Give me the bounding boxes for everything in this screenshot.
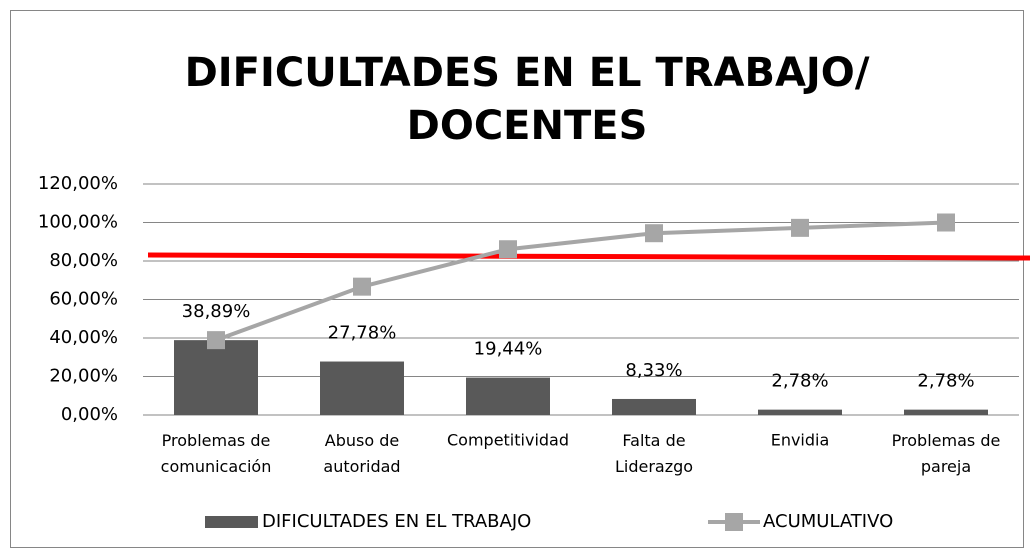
cumulative-marker: [937, 213, 955, 232]
y-tick-label: 40,00%: [49, 327, 118, 348]
data-label: 19,44%: [474, 339, 543, 360]
data-label: 38,89%: [182, 301, 251, 322]
y-tick-label: 100,00%: [38, 212, 118, 233]
cumulative-marker: [791, 218, 809, 237]
x-tick-label: Envidia: [771, 431, 830, 450]
data-label: 8,33%: [625, 360, 682, 381]
x-tick-label: Problemas de pareja: [892, 431, 1001, 476]
legend-label: DIFICULTADES EN EL TRABAJO: [262, 511, 531, 532]
y-tick-label: 60,00%: [49, 289, 118, 310]
cumulative-marker: [353, 277, 371, 296]
bar: [174, 340, 258, 415]
x-tick-label: Problemas de comunicación: [161, 431, 272, 476]
bar: [612, 398, 696, 415]
bar: [320, 361, 404, 415]
data-label: 27,78%: [328, 323, 397, 344]
cumulative-marker: [207, 331, 225, 350]
legend-label: ACUMULATIVO: [763, 511, 893, 532]
x-tick-label: Competitividad: [447, 431, 569, 450]
x-tick-label: Abuso de autoridad: [323, 431, 400, 476]
y-tick-label: 120,00%: [38, 173, 118, 194]
cumulative-marker: [645, 224, 663, 243]
y-tick-label: 20,00%: [49, 366, 118, 387]
chart-title: DIFICULTADES EN EL TRABAJO/DOCENTES: [185, 50, 870, 149]
bar: [904, 409, 988, 415]
y-tick-label: 80,00%: [49, 250, 118, 271]
y-tick-label: 0,00%: [61, 404, 118, 425]
reference-line: [147, 252, 1031, 261]
bar: [466, 377, 550, 415]
chart-border: [10, 10, 1024, 548]
data-label: 2,78%: [917, 371, 974, 392]
legend-marker: [725, 513, 743, 531]
legend-swatch: [205, 516, 258, 528]
x-tick-label: Falta de Liderazgo: [615, 431, 693, 476]
bar: [758, 409, 842, 415]
cumulative-line: [215, 220, 947, 343]
cumulative-marker: [499, 240, 517, 259]
data-label: 2,78%: [771, 371, 828, 392]
